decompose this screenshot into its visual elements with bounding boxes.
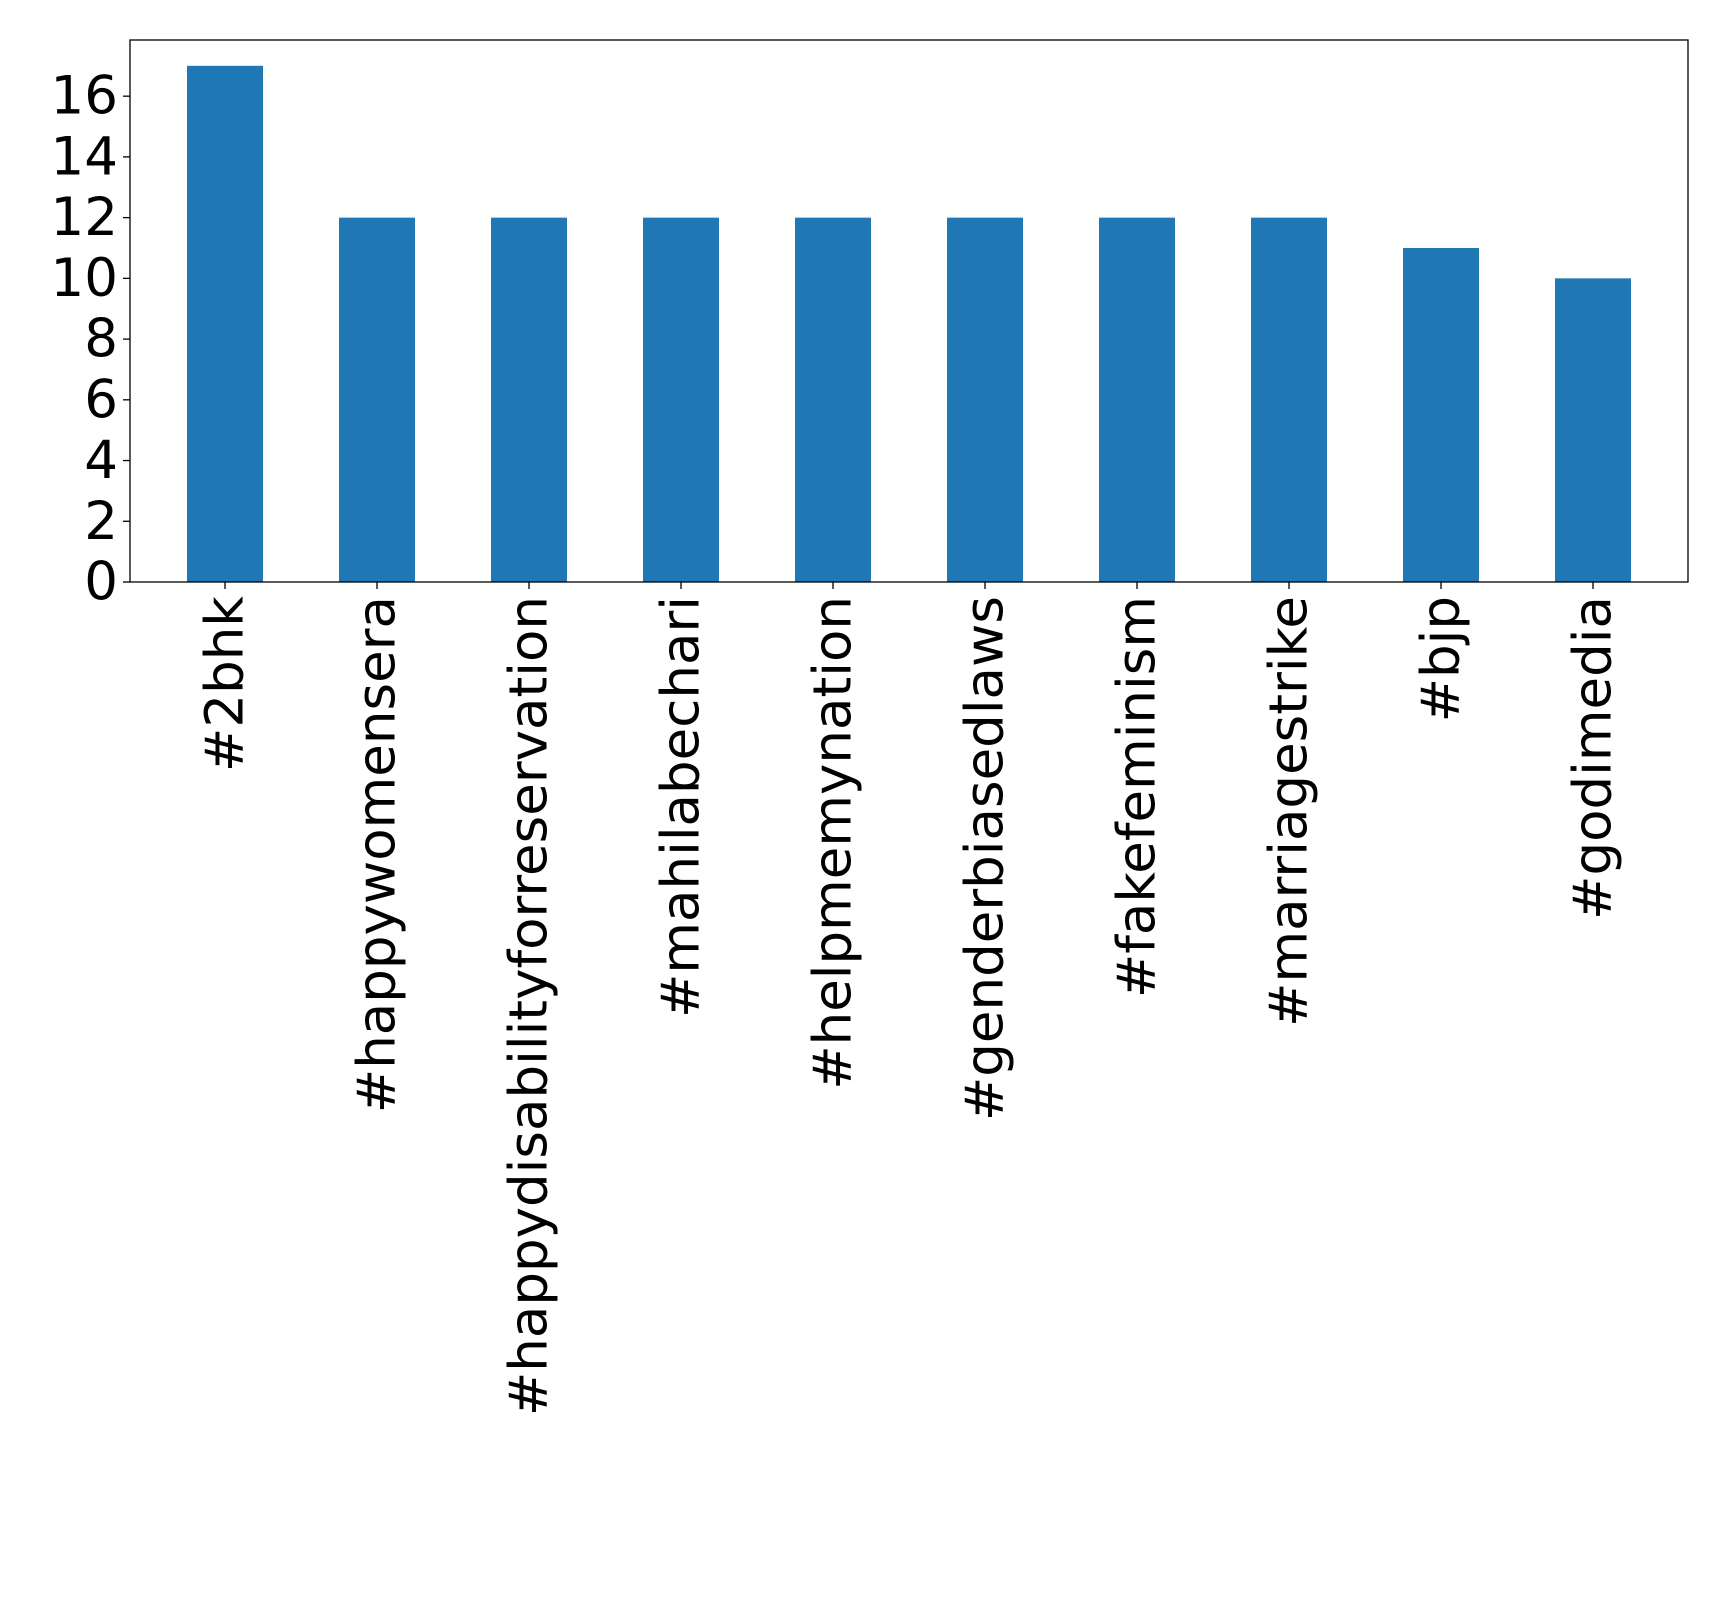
- bars-layer: [187, 65, 1631, 583]
- y-tick-label: 8: [84, 309, 118, 370]
- y-tick-label: 4: [84, 430, 118, 491]
- x-tick-label: #bjp: [1411, 596, 1472, 722]
- bar: [947, 217, 1023, 582]
- x-tick-label: #happydisabilityforreservation: [499, 596, 560, 1416]
- y-tick-label: 12: [51, 187, 118, 248]
- y-tick-label: 16: [51, 66, 118, 127]
- bar: [643, 217, 719, 582]
- bar: [795, 217, 871, 582]
- x-tick-label: #mahilabechari: [651, 596, 712, 1018]
- x-tick-label: #genderbiasedlaws: [955, 596, 1016, 1121]
- bar: [1555, 278, 1631, 582]
- y-tick-label: 2: [84, 491, 118, 552]
- bar: [187, 65, 263, 583]
- x-tick-label: #helpmemynation: [803, 596, 864, 1090]
- plot-frame: [129, 39, 1689, 583]
- y-tick-label: 6: [84, 369, 118, 430]
- x-tick-label: #fakefeminism: [1107, 596, 1168, 998]
- bar: [1403, 247, 1479, 583]
- x-tick-label: #happywomensera: [347, 596, 408, 1113]
- y-tick-label: 14: [51, 126, 118, 187]
- bar: [1099, 217, 1175, 582]
- bar: [1251, 217, 1327, 582]
- bar: [339, 217, 415, 582]
- x-tick-label: #marriagestrike: [1259, 596, 1320, 1027]
- x-tick-label: #2bhk: [195, 596, 256, 772]
- y-tick-label: 0: [84, 552, 118, 613]
- bar: [491, 217, 567, 582]
- x-tick-label: #godimedia: [1563, 596, 1624, 920]
- y-tick-label: 10: [51, 248, 118, 309]
- x-axis: #2bhk #happywomensera #happydisabilityforr…: [195, 582, 1624, 1416]
